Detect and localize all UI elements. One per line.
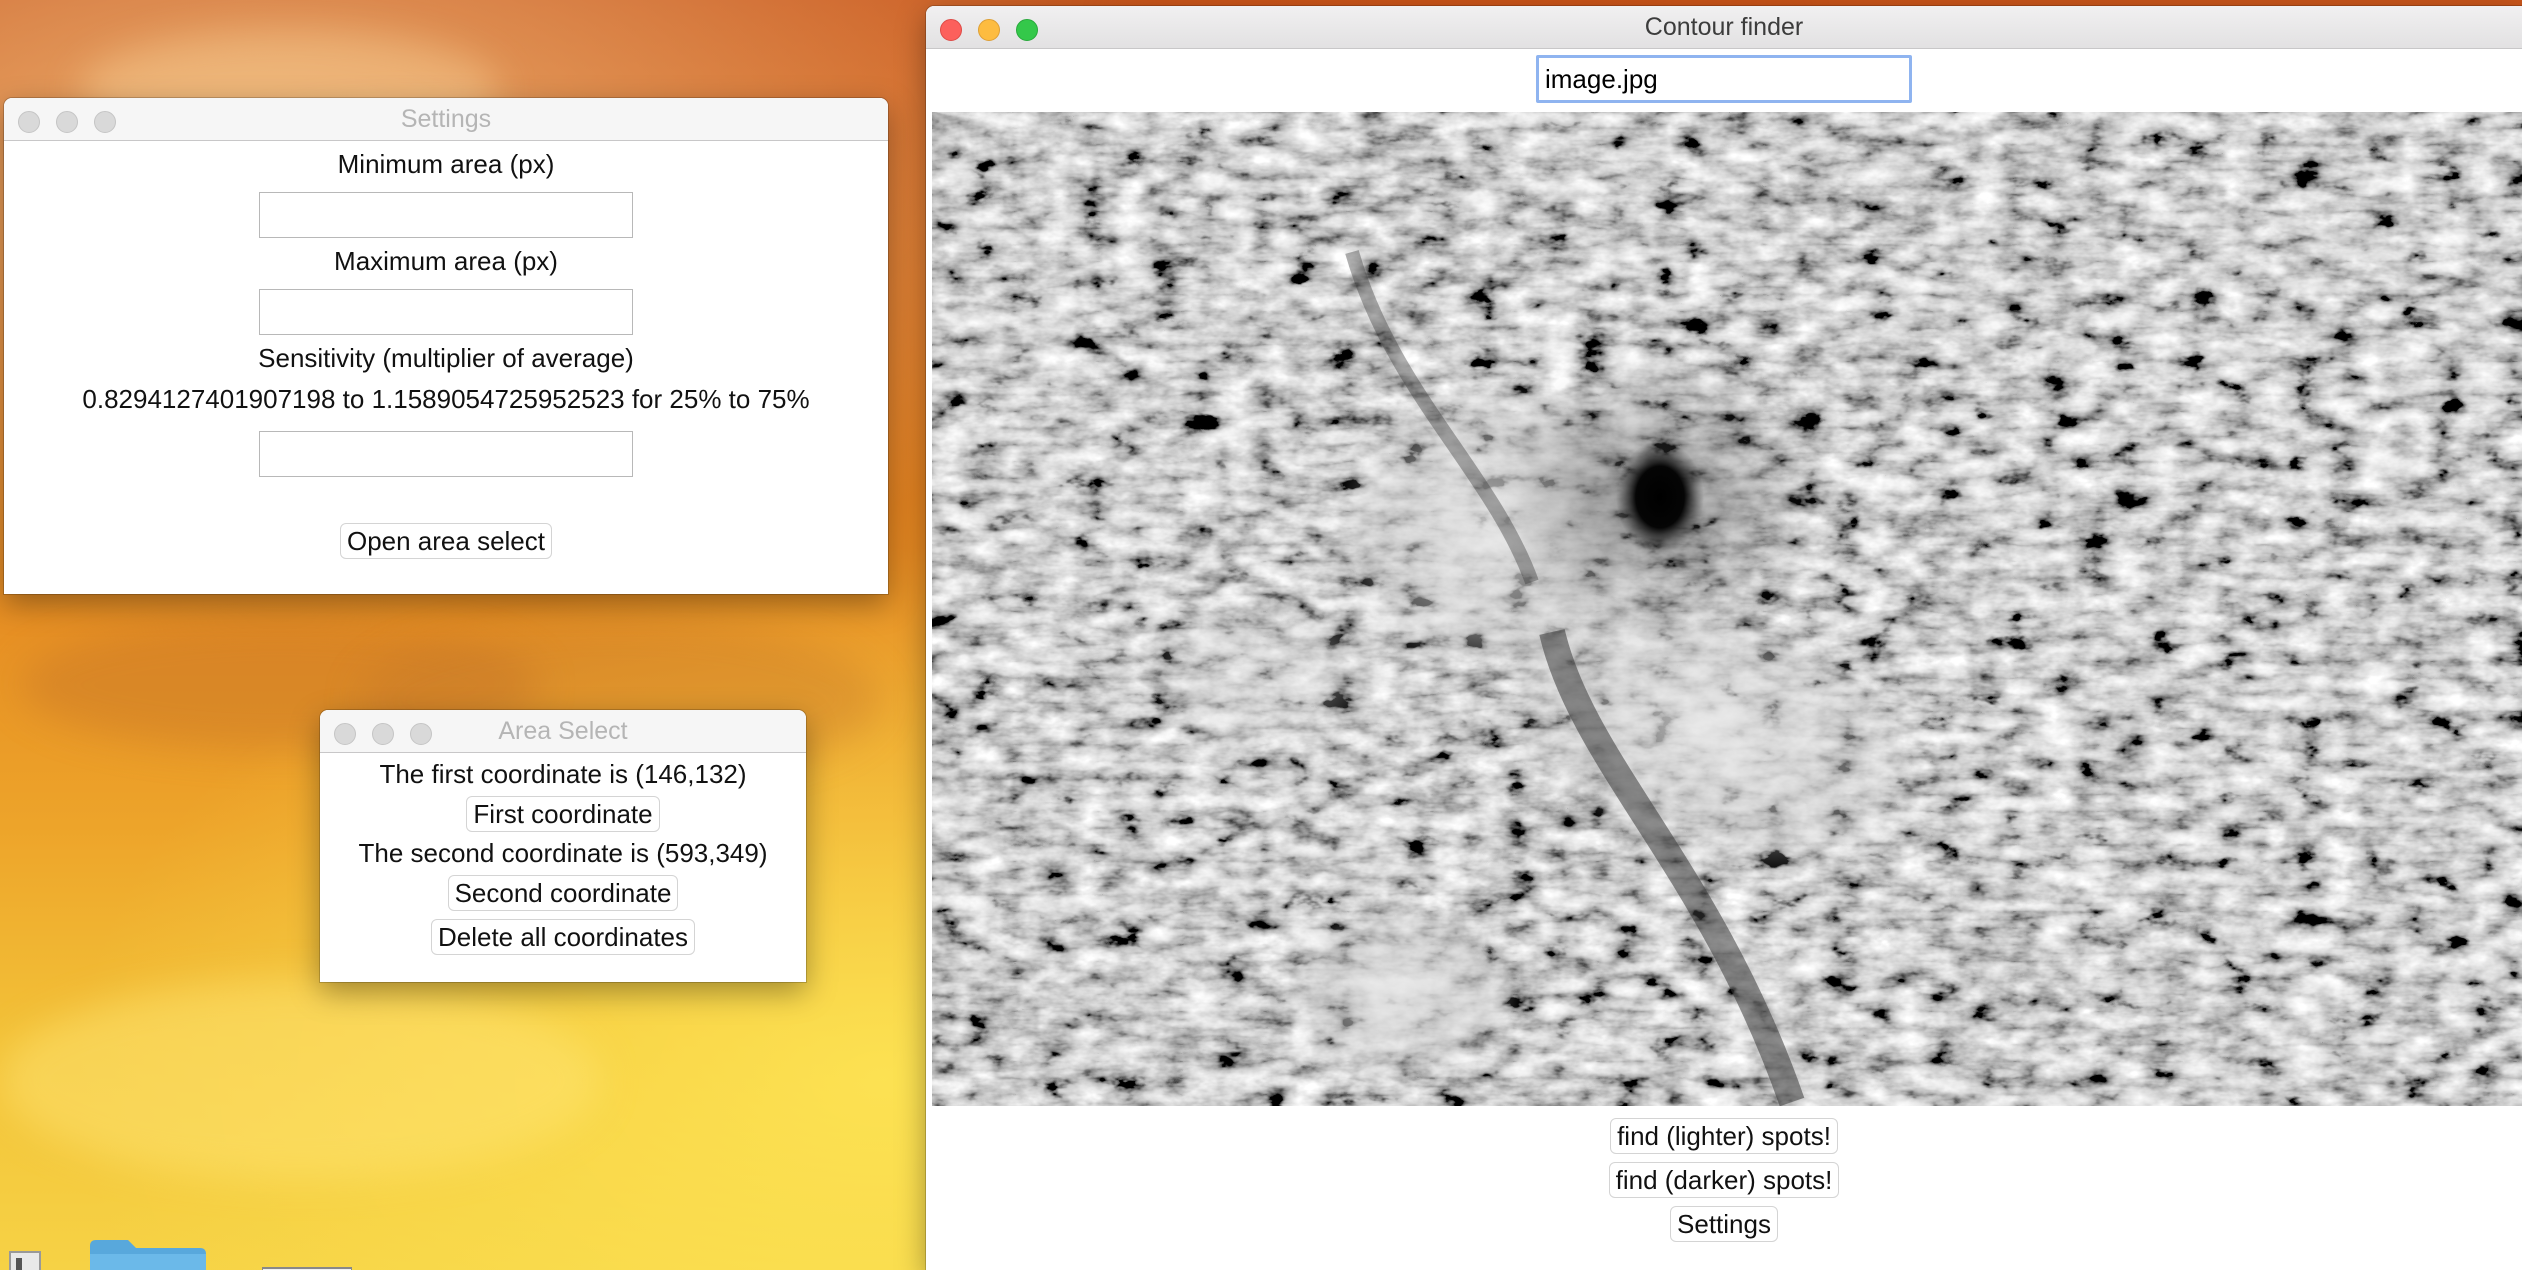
maximize-window-button[interactable]	[94, 111, 116, 133]
close-window-button[interactable]	[334, 723, 356, 745]
sensitivity-range-text: 0.8294127401907198 to 1.1589054725952523…	[82, 384, 810, 414]
sensitivity-input[interactable]	[259, 431, 633, 477]
area-select-window: Area Select The first coordinate is (146…	[320, 710, 806, 982]
close-window-button[interactable]	[940, 19, 962, 41]
folder-icon[interactable]	[88, 1238, 208, 1270]
close-window-button[interactable]	[18, 111, 40, 133]
find-darker-spots-button[interactable]: find (darker) spots!	[1608, 1162, 1840, 1198]
window-title: Area Select	[498, 717, 628, 745]
settings-button[interactable]: Settings	[1670, 1206, 1778, 1242]
filename-input[interactable]	[1536, 55, 1912, 103]
desktop-item-icon[interactable]	[6, 1248, 46, 1270]
open-area-select-button[interactable]: Open area select	[339, 523, 552, 559]
window-title: Settings	[400, 105, 492, 133]
min-area-input[interactable]	[259, 192, 633, 238]
minimize-window-button[interactable]	[978, 19, 1000, 41]
maximize-window-button[interactable]	[410, 723, 432, 745]
first-coordinate-text: The first coordinate is (146,132)	[379, 759, 747, 789]
settings-titlebar[interactable]: Settings	[4, 98, 888, 141]
desktop-item-icon[interactable]	[261, 1264, 353, 1270]
first-coordinate-button[interactable]: First coordinate	[466, 796, 660, 832]
settings-window: Settings Minimum area (px) Maximum area …	[4, 98, 888, 594]
window-title: Contour finder	[1644, 13, 1804, 41]
find-lighter-spots-button[interactable]: find (lighter) spots!	[1610, 1118, 1838, 1154]
minimize-window-button[interactable]	[56, 111, 78, 133]
max-area-input[interactable]	[259, 289, 633, 335]
area-select-titlebar[interactable]: Area Select	[320, 710, 806, 753]
contour-finder-titlebar[interactable]: Contour finder	[926, 6, 2522, 49]
contour-finder-window: Contour finder	[926, 6, 2522, 1270]
second-coordinate-button[interactable]: Second coordinate	[447, 875, 679, 911]
minimize-window-button[interactable]	[372, 723, 394, 745]
sensitivity-label: Sensitivity (multiplier of average)	[258, 343, 634, 373]
solar-image-preview	[932, 112, 2522, 1106]
delete-all-coordinates-button[interactable]: Delete all coordinates	[430, 919, 696, 955]
min-area-label: Minimum area (px)	[337, 149, 555, 179]
second-coordinate-text: The second coordinate is (593,349)	[358, 838, 768, 868]
max-area-label: Maximum area (px)	[334, 246, 558, 276]
maximize-window-button[interactable]	[1016, 19, 1038, 41]
